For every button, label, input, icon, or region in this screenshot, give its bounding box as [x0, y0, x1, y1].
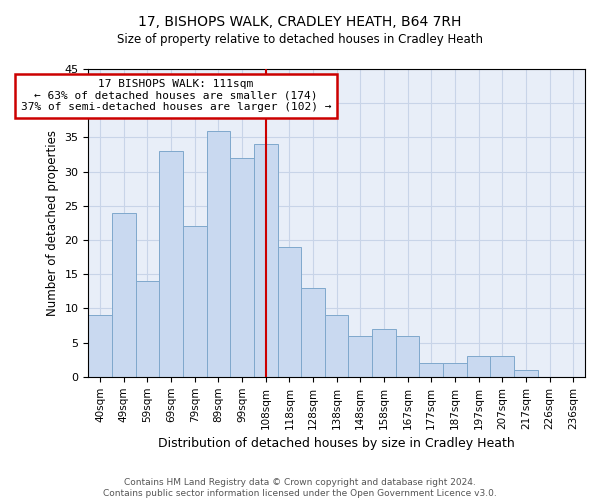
- X-axis label: Distribution of detached houses by size in Cradley Heath: Distribution of detached houses by size …: [158, 437, 515, 450]
- Bar: [206, 130, 230, 377]
- Bar: [183, 226, 206, 377]
- Bar: [467, 356, 490, 377]
- Text: 17 BISHOPS WALK: 111sqm
← 63% of detached houses are smaller (174)
37% of semi-d: 17 BISHOPS WALK: 111sqm ← 63% of detache…: [20, 80, 331, 112]
- Bar: [325, 316, 349, 377]
- Bar: [254, 144, 278, 377]
- Bar: [396, 336, 419, 377]
- Bar: [490, 356, 514, 377]
- Bar: [443, 363, 467, 377]
- Bar: [349, 336, 372, 377]
- Bar: [230, 158, 254, 377]
- Bar: [88, 316, 112, 377]
- Bar: [301, 288, 325, 377]
- Bar: [372, 329, 396, 377]
- Bar: [419, 363, 443, 377]
- Text: Size of property relative to detached houses in Cradley Heath: Size of property relative to detached ho…: [117, 32, 483, 46]
- Bar: [514, 370, 538, 377]
- Text: Contains HM Land Registry data © Crown copyright and database right 2024.
Contai: Contains HM Land Registry data © Crown c…: [103, 478, 497, 498]
- Bar: [278, 247, 301, 377]
- Bar: [136, 281, 159, 377]
- Text: 17, BISHOPS WALK, CRADLEY HEATH, B64 7RH: 17, BISHOPS WALK, CRADLEY HEATH, B64 7RH: [139, 15, 461, 29]
- Y-axis label: Number of detached properties: Number of detached properties: [46, 130, 59, 316]
- Bar: [159, 151, 183, 377]
- Bar: [112, 212, 136, 377]
